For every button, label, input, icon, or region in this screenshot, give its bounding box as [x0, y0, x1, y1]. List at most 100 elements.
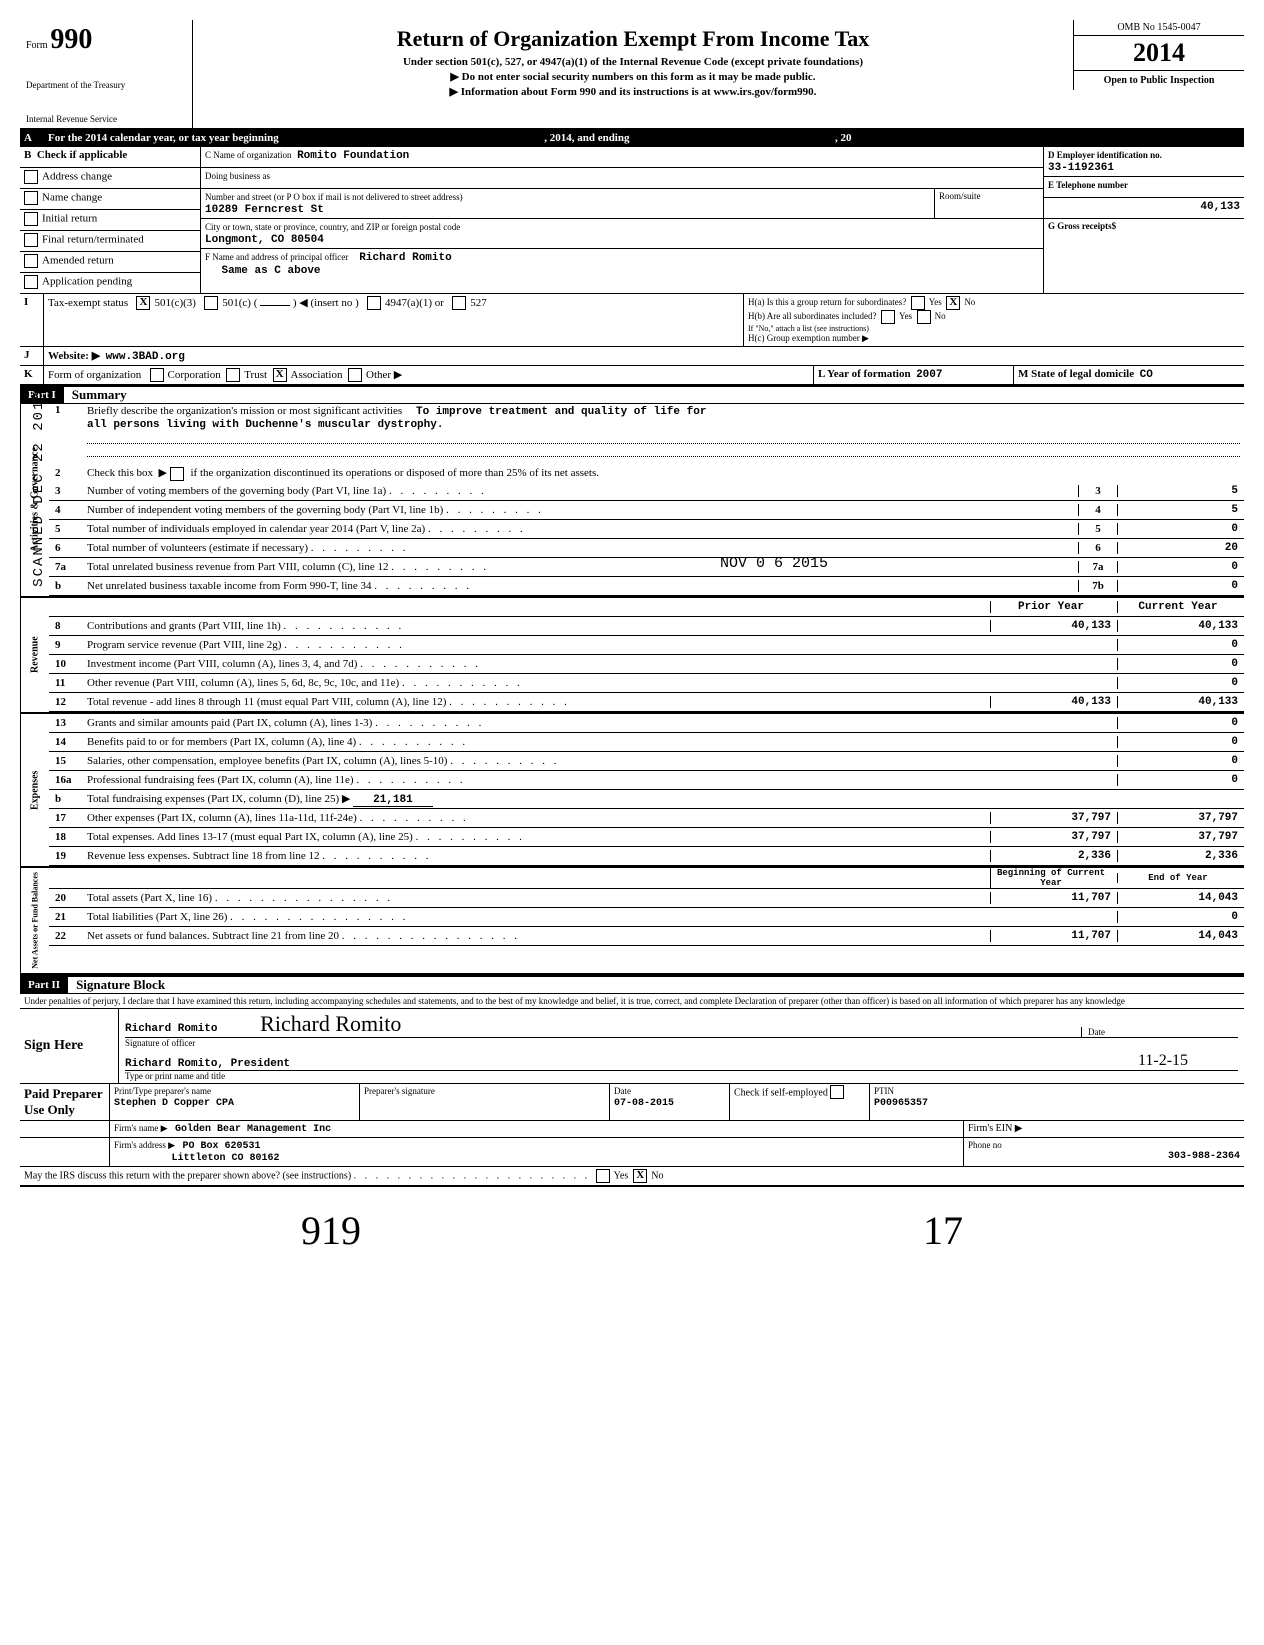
- perjury-text: Under penalties of perjury, I declare th…: [20, 994, 1244, 1009]
- col-b: B Check if applicable Address change Nam…: [20, 147, 201, 293]
- rev-line-11: 11 Other revenue (Part VIII, column (A),…: [49, 674, 1244, 693]
- side-governance: Activities & Governance: [20, 404, 49, 596]
- line-e: E Telephone number: [1044, 177, 1244, 198]
- ha-no[interactable]: X: [946, 296, 960, 310]
- side-expenses: Expenses: [20, 714, 49, 866]
- line-a-letter: A: [20, 130, 44, 146]
- sig-date: 11-2-15: [1088, 1052, 1238, 1070]
- chk-application-pending[interactable]: Application pending: [20, 273, 200, 293]
- hb-no[interactable]: [917, 310, 931, 324]
- handwritten-footer: 919 17: [20, 1207, 1244, 1254]
- firm-name: Golden Bear Management Inc: [175, 1124, 331, 1135]
- gov-line-3: 3 Number of voting members of the govern…: [49, 482, 1244, 501]
- dept-irs: Internal Revenue Service: [26, 114, 186, 124]
- chk-final-return[interactable]: Final return/terminated: [20, 231, 200, 252]
- exp-line-19: 19 Revenue less expenses. Subtract line …: [49, 847, 1244, 866]
- section-expenses: Expenses 13 Grants and similar amounts p…: [20, 714, 1244, 868]
- sign-here-block: Sign Here Richard Romito Richard Romito …: [20, 1009, 1244, 1084]
- mission-1: To improve treatment and quality of life…: [416, 406, 706, 418]
- gov-line-6: 6 Total number of volunteers (estimate i…: [49, 539, 1244, 558]
- open-public: Open to Public Inspection: [1074, 71, 1244, 90]
- chk-discontinued[interactable]: [170, 467, 184, 481]
- sign-here-label: Sign Here: [20, 1009, 119, 1083]
- street-row: Number and street (or P O box if mail is…: [201, 189, 1043, 219]
- firm-ein-label: Firm's EIN ▶: [964, 1121, 1244, 1137]
- section-governance: Activities & Governance 1 Briefly descri…: [20, 404, 1244, 598]
- preparer-signature: Preparer's signature: [360, 1084, 610, 1120]
- ptin-value: P00965357: [874, 1098, 928, 1109]
- na-line-20: 20 Total assets (Part X, line 16) . . . …: [49, 889, 1244, 908]
- chk-trust[interactable]: [226, 368, 240, 382]
- chk-corp[interactable]: [150, 368, 164, 382]
- hand-919: 919: [301, 1207, 361, 1254]
- officer-name: Richard Romito: [359, 252, 451, 264]
- ha-yes[interactable]: [911, 296, 925, 310]
- form-header: Form 990 Department of the Treasury Inte…: [20, 20, 1244, 130]
- discuss-yes[interactable]: [596, 1169, 610, 1183]
- gov-line-b: b Net unrelated business taxable income …: [49, 577, 1244, 596]
- gov-line-5: 5 Total number of individuals employed i…: [49, 520, 1244, 539]
- gov-line-7a: 7a Total unrelated business revenue from…: [49, 558, 1244, 577]
- line-j: J Website: ▶ www.3BAD.org: [20, 347, 1244, 366]
- rev-line-12: 12 Total revenue - add lines 8 through 1…: [49, 693, 1244, 712]
- line-i-h: I Tax-exempt status X501(c)(3) 501(c) ( …: [20, 294, 1244, 347]
- na-line-22: 22 Net assets or fund balances. Subtract…: [49, 927, 1244, 946]
- exp-line-17: 17 Other expenses (Part IX, column (A), …: [49, 809, 1244, 828]
- state-domicile: CO: [1140, 369, 1153, 381]
- form-990-page: SCANNED DEC 22 2015 DEC 04 '15 04 23274 …: [20, 20, 1244, 1254]
- line-g: G Gross receipts$: [1044, 219, 1244, 239]
- part-1-header: Part I Summary: [20, 385, 1244, 404]
- ein-value: 33-1192361: [1048, 162, 1114, 174]
- street-value: 10289 Ferncrest St: [205, 204, 324, 216]
- line-a: A For the 2014 calendar year, or tax yea…: [20, 130, 1244, 147]
- subtitle: Under section 501(c), 527, or 4947(a)(1)…: [197, 56, 1069, 68]
- dba-row: Doing business as: [201, 168, 1043, 189]
- firm-phone: 303-988-2364: [1168, 1151, 1240, 1162]
- part-2-header: Part II Signature Block: [20, 975, 1244, 994]
- right-header-cell: OMB No 1545-0047 2014 Open to Public Ins…: [1073, 20, 1244, 90]
- omb-number: OMB No 1545-0047: [1074, 20, 1244, 36]
- block-bcde: B Check if applicable Address change Nam…: [20, 147, 1244, 294]
- org-name: Romito Foundation: [297, 150, 409, 162]
- gross-receipts-val: 40,133: [1044, 198, 1244, 219]
- chk-501c[interactable]: [204, 296, 218, 310]
- hb-yes[interactable]: [881, 310, 895, 324]
- line-b-header: B Check if applicable: [20, 147, 200, 168]
- line-d: D Employer identification no. 33-1192361: [1044, 147, 1244, 177]
- na-line-21: 21 Total liabilities (Part X, line 26) .…: [49, 908, 1244, 927]
- exp-line-16a: 16a Professional fundraising fees (Part …: [49, 771, 1244, 790]
- section-net-assets: Net Assets or Fund Balances Beginning of…: [20, 868, 1244, 975]
- side-net-assets: Net Assets or Fund Balances: [20, 868, 49, 973]
- hand-17: 17: [923, 1207, 963, 1254]
- instruction-2: ▶ Information about Form 990 and its ins…: [197, 85, 1069, 98]
- chk-other[interactable]: [348, 368, 362, 382]
- form-number: 990: [50, 24, 92, 55]
- main-title: Return of Organization Exempt From Incom…: [197, 26, 1069, 52]
- col-deg: D Employer identification no. 33-1192361…: [1044, 147, 1244, 293]
- typed-name: Richard Romito, President: [125, 1058, 290, 1070]
- chk-4947[interactable]: [367, 296, 381, 310]
- chk-initial-return[interactable]: Initial return: [20, 210, 200, 231]
- chk-name-change[interactable]: Name change: [20, 189, 200, 210]
- sig-name: Richard Romito: [125, 1023, 217, 1035]
- chk-self-employed[interactable]: [830, 1085, 844, 1099]
- section-revenue: Revenue Prior Year Current Year 8 Contri…: [20, 598, 1244, 714]
- side-revenue: Revenue: [20, 598, 49, 712]
- chk-527[interactable]: [452, 296, 466, 310]
- discuss-no[interactable]: X: [633, 1169, 647, 1183]
- firm-addr1: PO Box 620531: [183, 1141, 261, 1152]
- letter-i: I: [20, 294, 44, 346]
- rev-col-headers: Prior Year Current Year: [49, 598, 1244, 617]
- instruction-1: ▶ Do not enter social security numbers o…: [197, 70, 1069, 83]
- officer-row: F Name and address of principal officer …: [201, 249, 1043, 279]
- chk-assoc[interactable]: X: [273, 368, 287, 382]
- exp-line-14: 14 Benefits paid to or for members (Part…: [49, 733, 1244, 752]
- chk-amended[interactable]: Amended return: [20, 252, 200, 273]
- year-formation: 2007: [916, 369, 942, 381]
- exp-line-13: 13 Grants and similar amounts paid (Part…: [49, 714, 1244, 733]
- line-k: K Form of organization Corporation Trust…: [20, 366, 1244, 385]
- chk-address-change[interactable]: Address change: [20, 168, 200, 189]
- gov-line-4: 4 Number of independent voting members o…: [49, 501, 1244, 520]
- city-row: City or town, state or province, country…: [201, 219, 1043, 249]
- chk-501c3[interactable]: X: [136, 296, 150, 310]
